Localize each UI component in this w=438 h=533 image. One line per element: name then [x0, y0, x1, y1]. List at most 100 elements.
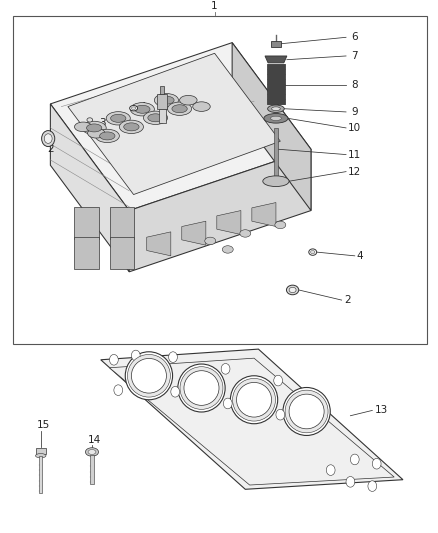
Text: 6: 6: [351, 33, 358, 42]
Circle shape: [276, 409, 285, 420]
Ellipse shape: [88, 128, 105, 138]
Polygon shape: [50, 104, 129, 272]
Polygon shape: [129, 149, 311, 272]
Ellipse shape: [286, 285, 299, 295]
Bar: [271, 41, 281, 47]
Polygon shape: [217, 211, 241, 235]
Text: 2: 2: [344, 295, 351, 305]
Bar: [36, 448, 46, 454]
Circle shape: [110, 354, 118, 365]
Polygon shape: [50, 43, 311, 211]
Text: 11: 11: [348, 150, 361, 159]
Text: 9: 9: [351, 107, 358, 117]
Circle shape: [368, 481, 377, 491]
Text: 3: 3: [99, 118, 106, 127]
Ellipse shape: [233, 378, 276, 421]
Ellipse shape: [42, 131, 55, 147]
Ellipse shape: [205, 237, 215, 245]
Ellipse shape: [124, 123, 139, 131]
Ellipse shape: [275, 221, 286, 229]
Ellipse shape: [240, 230, 251, 237]
Bar: [157, 94, 167, 109]
Circle shape: [136, 381, 145, 392]
Ellipse shape: [82, 122, 106, 135]
Ellipse shape: [180, 367, 223, 409]
Ellipse shape: [289, 394, 324, 429]
Polygon shape: [147, 232, 171, 256]
Text: 7: 7: [351, 51, 358, 61]
Text: 2: 2: [47, 144, 54, 154]
Ellipse shape: [148, 114, 163, 122]
Text: 4: 4: [139, 102, 146, 111]
Polygon shape: [110, 207, 134, 239]
Bar: [160, 86, 164, 94]
Polygon shape: [110, 237, 134, 269]
Text: 8: 8: [351, 80, 358, 90]
Ellipse shape: [180, 95, 197, 105]
Polygon shape: [101, 349, 403, 489]
Ellipse shape: [131, 102, 154, 116]
Ellipse shape: [193, 102, 210, 111]
Ellipse shape: [263, 176, 289, 187]
Ellipse shape: [285, 390, 328, 433]
Polygon shape: [110, 358, 394, 485]
Polygon shape: [68, 53, 280, 195]
Text: 13: 13: [374, 406, 388, 415]
Text: 4: 4: [357, 251, 364, 261]
Ellipse shape: [264, 114, 288, 123]
Bar: [39, 456, 42, 493]
Text: 14: 14: [88, 435, 101, 445]
Ellipse shape: [309, 249, 317, 255]
Ellipse shape: [85, 448, 99, 456]
Polygon shape: [74, 207, 99, 239]
Ellipse shape: [99, 132, 115, 140]
Ellipse shape: [230, 376, 278, 424]
Circle shape: [169, 352, 177, 362]
Circle shape: [326, 465, 335, 475]
Ellipse shape: [272, 107, 280, 110]
Ellipse shape: [88, 450, 96, 454]
Ellipse shape: [44, 134, 52, 143]
Bar: [274, 128, 278, 179]
Ellipse shape: [131, 107, 136, 110]
Bar: [267, 64, 285, 104]
Circle shape: [114, 385, 123, 395]
Text: 1: 1: [211, 2, 218, 11]
Ellipse shape: [130, 106, 138, 111]
Ellipse shape: [125, 352, 173, 400]
Ellipse shape: [167, 102, 191, 116]
Ellipse shape: [119, 120, 143, 134]
Polygon shape: [232, 43, 311, 211]
Circle shape: [372, 458, 381, 469]
Ellipse shape: [110, 114, 126, 122]
Text: 15: 15: [37, 421, 50, 430]
Ellipse shape: [311, 251, 315, 254]
Text: 12: 12: [348, 167, 361, 176]
Ellipse shape: [106, 111, 131, 125]
Text: 5: 5: [165, 102, 172, 111]
Ellipse shape: [172, 104, 187, 112]
Ellipse shape: [154, 93, 178, 107]
Ellipse shape: [131, 358, 166, 393]
Ellipse shape: [143, 111, 167, 125]
Ellipse shape: [270, 116, 281, 120]
Ellipse shape: [289, 287, 296, 293]
Polygon shape: [74, 237, 99, 269]
Ellipse shape: [268, 105, 284, 112]
Ellipse shape: [74, 122, 92, 132]
Polygon shape: [265, 56, 287, 63]
Circle shape: [131, 350, 140, 361]
Ellipse shape: [159, 96, 174, 104]
Circle shape: [221, 364, 230, 374]
Polygon shape: [182, 221, 206, 245]
Circle shape: [350, 454, 359, 465]
Circle shape: [223, 398, 232, 409]
Text: 10: 10: [348, 123, 361, 133]
Bar: [90, 455, 94, 484]
Circle shape: [346, 477, 355, 487]
Ellipse shape: [127, 354, 170, 397]
Bar: [159, 109, 166, 123]
Ellipse shape: [86, 124, 102, 132]
Circle shape: [274, 375, 283, 386]
Polygon shape: [252, 203, 276, 227]
